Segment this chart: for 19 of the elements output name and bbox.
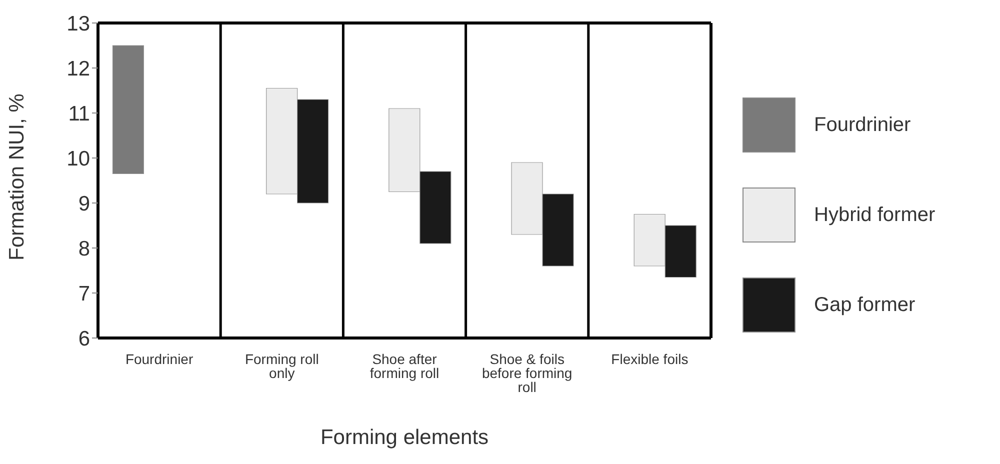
x-tick-label: Forming roll only <box>244 350 319 381</box>
bar <box>112 45 144 174</box>
text: Gap former <box>814 294 916 316</box>
x-tick-label: Shoe after forming roll <box>370 350 440 381</box>
text: Fourdrinier <box>814 114 911 136</box>
x-tick-label: Shoe & foils before forming roll <box>482 350 572 395</box>
y-tick-label: 7 <box>78 282 90 306</box>
y-axis-title: Formation NUI, % <box>5 94 28 260</box>
y-tick-label: 11 <box>68 102 90 126</box>
y-tick-label: 10 <box>66 147 90 170</box>
x-axis-title: Forming elements <box>320 426 489 449</box>
x-tick-label: Fourdrinier <box>125 350 194 367</box>
y-tick-label: 6 <box>78 327 90 350</box>
x-tick-label: Flexible foils <box>611 350 688 367</box>
y-tick-label: 8 <box>78 237 90 260</box>
y-tick-label: 12 <box>66 57 90 80</box>
y-tick-label: 13 <box>66 12 90 36</box>
y-tick-label: 9 <box>78 192 90 216</box>
text: Hybrid former <box>814 204 936 226</box>
